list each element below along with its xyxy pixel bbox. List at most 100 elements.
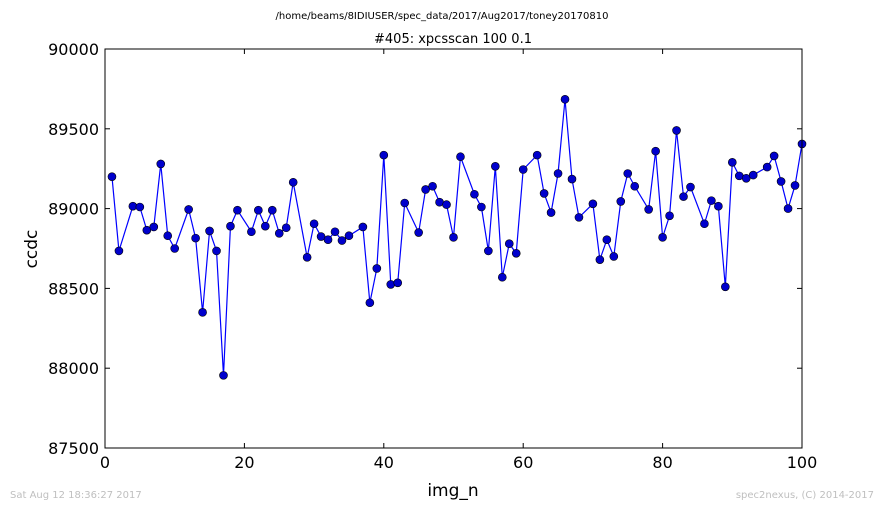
data-point	[783, 204, 793, 213]
data-point	[456, 152, 465, 162]
data-point	[114, 246, 124, 256]
data-point	[170, 244, 179, 253]
data-point	[344, 231, 354, 241]
data-point	[428, 181, 437, 191]
data-point	[721, 282, 730, 292]
footer-timestamp: Sat Aug 12 18:36:27 2017	[10, 490, 142, 501]
data-point	[247, 227, 256, 237]
data-point	[372, 264, 382, 273]
data-point	[281, 223, 291, 233]
data-point	[288, 177, 298, 187]
x-tick-label: 80	[652, 453, 672, 472]
data-point	[337, 236, 347, 245]
x-tick-label: 100	[787, 453, 818, 472]
data-point	[198, 308, 207, 317]
data-point	[609, 252, 619, 261]
data-point	[470, 189, 479, 199]
data-point	[707, 196, 716, 205]
data-point	[491, 162, 500, 171]
data-point	[623, 169, 633, 178]
y-ticks: 87500 88000 88500 89000 89500 90000	[48, 40, 802, 458]
data-point	[226, 221, 235, 231]
chart-title: #405: xpcsscan 100 0.1	[374, 32, 532, 47]
data-point	[748, 170, 758, 180]
data-point	[302, 252, 312, 262]
data-point	[497, 272, 507, 282]
data-point	[588, 199, 598, 209]
data-point	[553, 169, 563, 178]
data-point	[323, 235, 333, 245]
data-point	[233, 205, 242, 215]
y-tick-label: 89500	[48, 120, 99, 139]
data-point	[518, 165, 528, 174]
series-line	[111, 99, 803, 376]
data-point	[602, 235, 612, 245]
data-point	[574, 213, 584, 222]
data-point	[400, 198, 410, 208]
plot-frame	[104, 48, 803, 449]
data-point	[386, 280, 396, 289]
data-point	[686, 182, 695, 192]
data-point	[261, 221, 270, 231]
x-tick-label: 40	[374, 453, 394, 472]
data-point	[156, 159, 166, 169]
x-tick-label: 60	[513, 453, 533, 472]
data-point	[546, 208, 556, 217]
data-point	[679, 192, 688, 201]
data-point	[672, 126, 681, 135]
data-point	[630, 181, 640, 191]
data-point	[665, 211, 674, 221]
data-series	[107, 94, 807, 380]
data-point	[651, 146, 660, 156]
data-point	[700, 219, 709, 229]
data-point	[539, 189, 549, 198]
data-point	[477, 202, 486, 212]
data-point	[254, 205, 263, 215]
data-point	[769, 151, 779, 161]
data-point	[727, 158, 737, 167]
y-axis-label: ccdc	[22, 230, 42, 269]
data-point	[776, 177, 786, 186]
data-point	[205, 226, 214, 236]
data-point	[184, 205, 193, 214]
data-point	[219, 371, 228, 380]
data-point	[379, 150, 389, 160]
data-point	[163, 231, 173, 241]
y-tick-label: 88000	[48, 359, 99, 378]
data-point	[309, 219, 319, 229]
data-point	[330, 227, 340, 237]
data-point	[414, 228, 423, 237]
data-point	[358, 222, 368, 232]
data-point	[191, 233, 200, 243]
y-tick-label: 87500	[48, 439, 99, 458]
data-point	[142, 225, 152, 235]
data-point	[616, 197, 626, 206]
file-path: /home/beams/8IDIUSER/spec_data/2017/Aug2…	[276, 11, 609, 22]
data-point	[511, 248, 521, 258]
data-point	[274, 229, 284, 238]
y-tick-label: 89000	[48, 200, 99, 219]
data-point	[449, 233, 458, 242]
y-tick-label: 88500	[48, 279, 99, 298]
data-point	[567, 174, 577, 184]
data-point	[658, 233, 667, 242]
data-point	[644, 205, 653, 214]
y-tick-label: 90000	[48, 40, 99, 59]
data-point	[532, 150, 542, 160]
data-point	[107, 172, 117, 181]
data-point	[762, 162, 772, 172]
x-tick-label: 0	[100, 453, 110, 472]
data-point	[484, 246, 493, 256]
data-point	[267, 205, 277, 215]
data-point	[442, 200, 451, 209]
data-point	[393, 278, 403, 288]
data-point	[365, 298, 375, 308]
x-ticks: 0 20 40 60 80 100	[100, 49, 817, 472]
data-point	[714, 201, 723, 211]
data-point	[212, 246, 221, 256]
data-point	[316, 232, 326, 241]
footer-credit: spec2nexus, (C) 2014-2017	[736, 490, 874, 501]
data-point	[741, 173, 751, 183]
data-point	[504, 239, 514, 249]
